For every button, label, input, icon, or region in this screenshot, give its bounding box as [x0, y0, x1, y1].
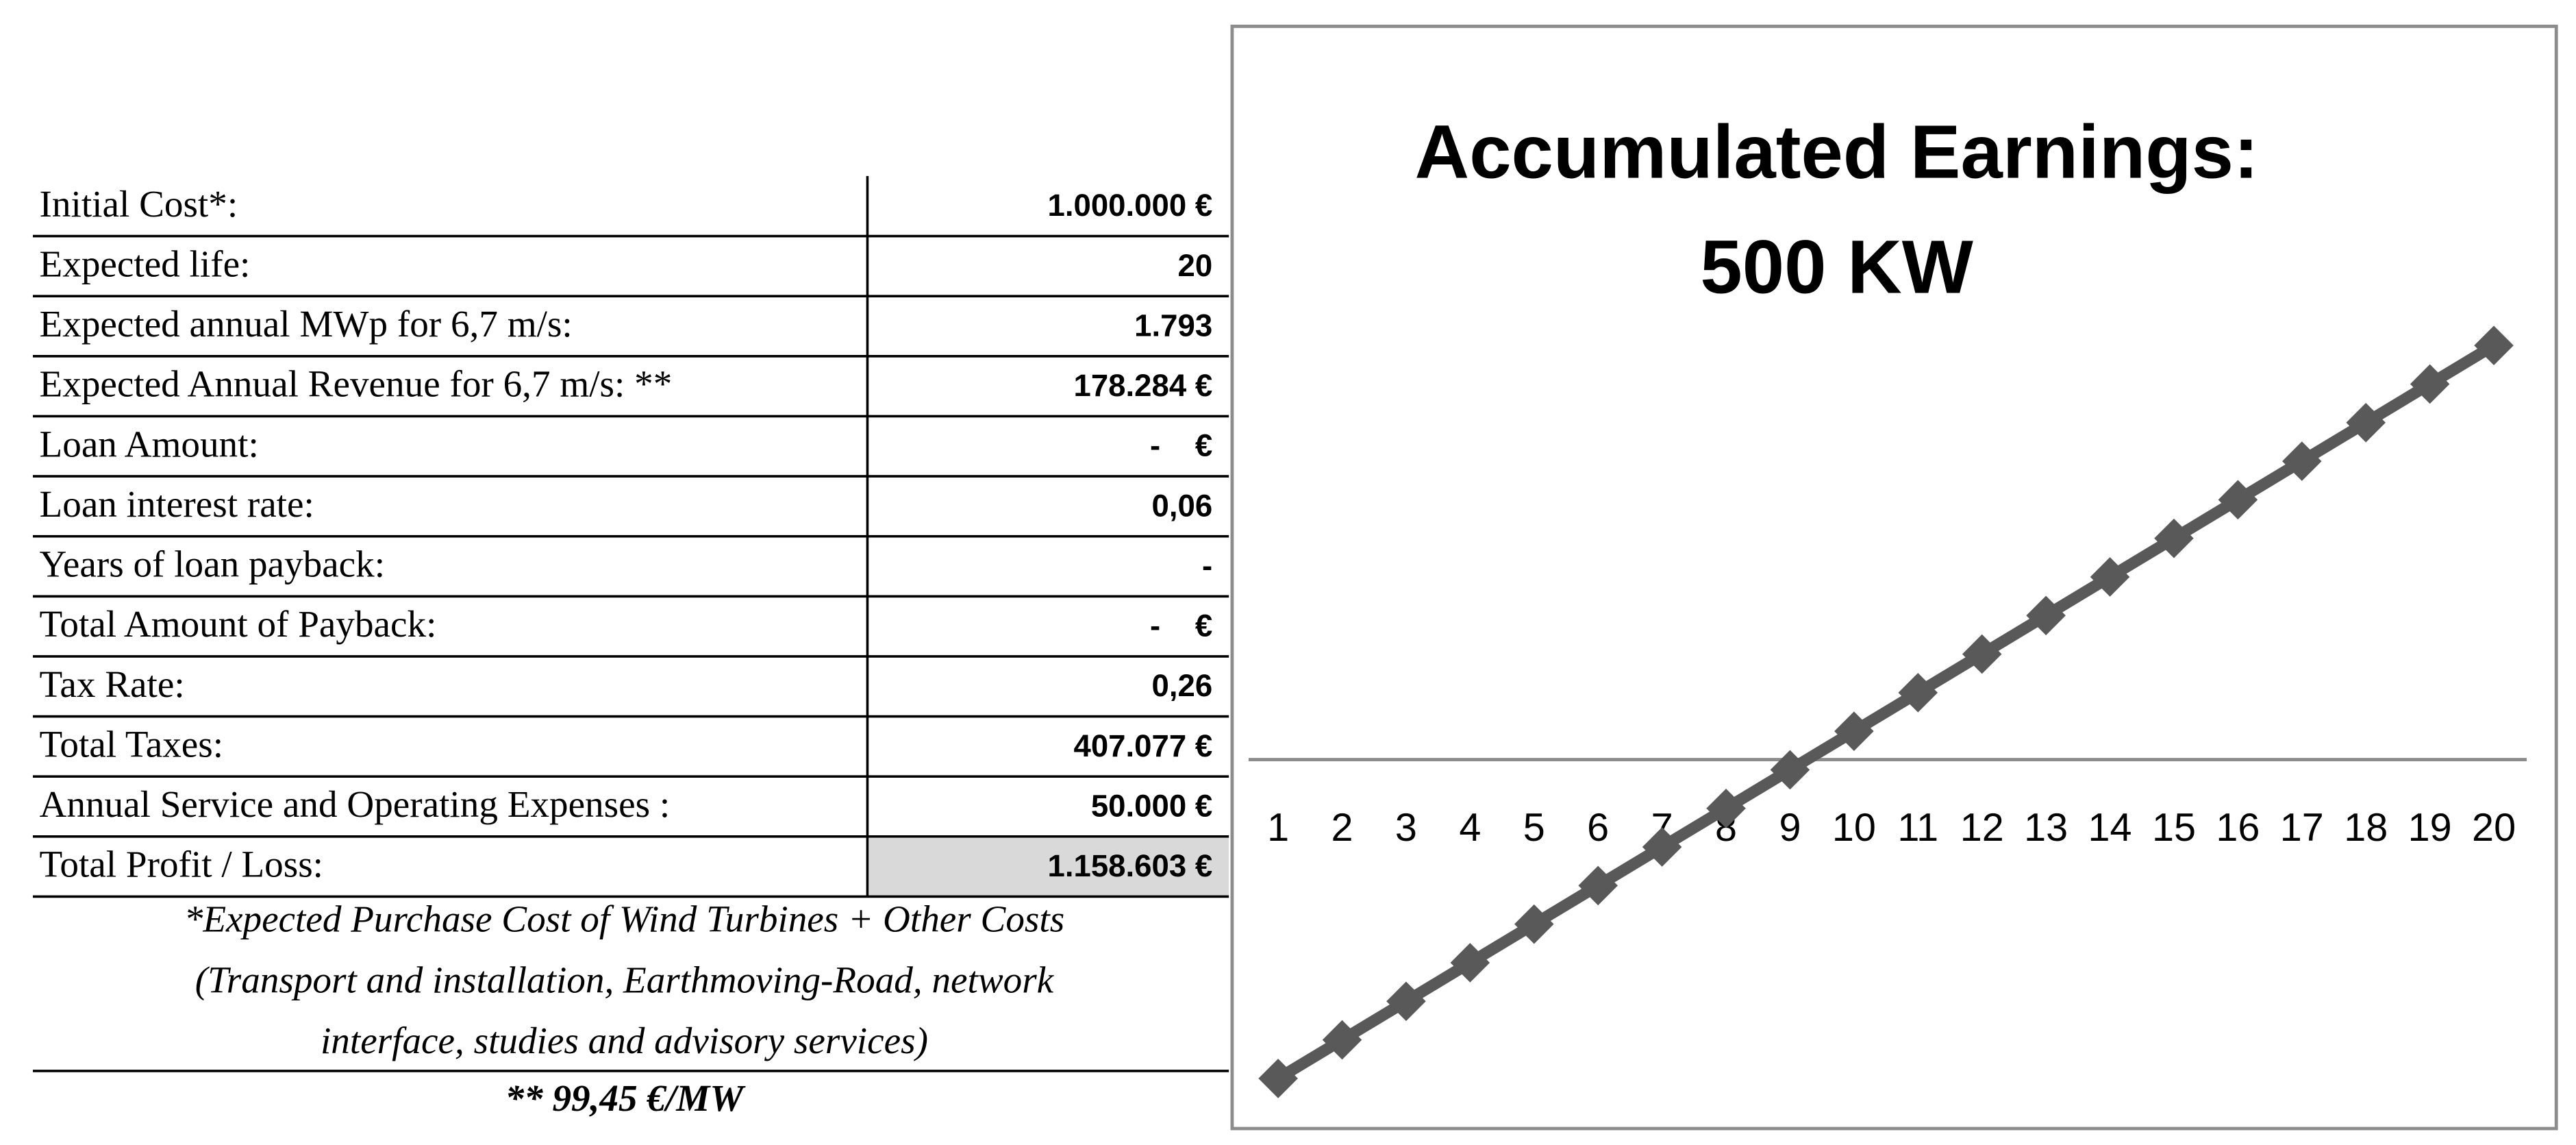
row-label: Years of loan payback:	[40, 543, 386, 585]
row-value: -	[1202, 548, 1212, 583]
point-marker	[1962, 634, 2002, 674]
point-marker	[1706, 788, 1746, 828]
row-label: Total Taxes:	[40, 723, 224, 765]
point-marker	[2154, 518, 2194, 558]
x-tick-label: 4	[1459, 806, 1481, 850]
row-label: Expected life:	[40, 243, 251, 284]
row-label: Loan Amount:	[40, 423, 259, 465]
point-marker	[2090, 557, 2130, 597]
row-label: Expected annual MWp for 6,7 m/s:	[40, 303, 573, 345]
point-marker	[1450, 943, 1490, 983]
row-value: 1.158.603 €	[1047, 848, 1212, 883]
point-marker	[1386, 981, 1426, 1022]
x-tick-label: 16	[2216, 806, 2260, 850]
note-line: *Expected Purchase Cost of Wind Turbines…	[184, 898, 1064, 940]
footer-note: ** 99,45 €/MW	[505, 1077, 747, 1119]
row-label: Initial Cost*:	[40, 183, 238, 225]
x-tick-label: 6	[1587, 806, 1609, 850]
x-tick-label: 5	[1523, 806, 1545, 850]
row-value: 1.793	[1134, 308, 1212, 343]
point-marker	[1578, 865, 1618, 906]
x-tick-label: 11	[1897, 806, 1938, 850]
row-value: 178.284 €	[1073, 368, 1212, 403]
row-value: 0,26	[1151, 668, 1212, 703]
point-marker	[1898, 673, 1938, 713]
x-tick-label: 15	[2152, 806, 2196, 850]
point-marker	[1322, 1020, 1362, 1060]
row-label: Expected Annual Revenue for 6,7 m/s: **	[40, 363, 673, 405]
row-label: Tax Rate:	[40, 663, 185, 705]
row-value: - €	[1150, 608, 1212, 643]
point-marker	[1258, 1059, 1298, 1098]
x-tick-label: 10	[1832, 806, 1876, 850]
note-line: interface, studies and advisory services…	[321, 1020, 928, 1061]
point-marker	[2282, 441, 2322, 481]
chart-title: Accumulated Earnings:	[1415, 110, 2259, 195]
x-tick-label: 19	[2408, 806, 2452, 850]
x-tick-label: 20	[2472, 806, 2516, 850]
row-value: 1.000.000 €	[1047, 188, 1212, 223]
row-label: Total Amount of Payback:	[40, 603, 437, 645]
x-tick-label: 1	[1267, 806, 1289, 850]
point-marker	[2026, 595, 2066, 636]
row-value: 50.000 €	[1091, 788, 1212, 823]
chart-frame	[1230, 25, 2558, 1131]
note-line: (Transport and installation, Earthmoving…	[195, 959, 1055, 1000]
x-tick-label: 17	[2280, 806, 2324, 850]
row-value: - €	[1150, 428, 1212, 463]
x-tick-label: 13	[2024, 806, 2068, 850]
row-label: Annual Service and Operating Expenses :	[40, 783, 671, 825]
row-value: 20	[1177, 248, 1212, 283]
row-value: 0,06	[1151, 488, 1212, 523]
row-label: Total Profit / Loss:	[40, 844, 323, 885]
x-tick-label: 3	[1395, 806, 1417, 850]
total-cell	[868, 838, 1229, 897]
point-marker	[2410, 364, 2450, 404]
chart-subtitle: 500 KW	[1700, 225, 1973, 310]
x-tick-label: 2	[1331, 806, 1353, 850]
point-marker	[1514, 904, 1554, 944]
x-tick-label: 14	[2088, 806, 2132, 850]
x-tick-label: 18	[2344, 806, 2388, 850]
x-tick-label: 12	[1960, 806, 2004, 850]
row-label: Loan interest rate:	[40, 483, 314, 525]
x-tick-label: 9	[1779, 806, 1801, 850]
row-value: 407.077 €	[1073, 728, 1212, 763]
